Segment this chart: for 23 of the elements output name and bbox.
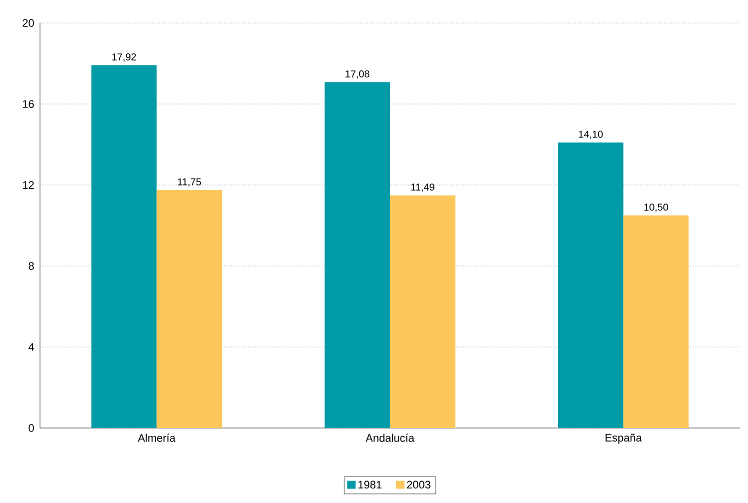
y-tick-label: 16 — [22, 100, 34, 108]
data-label: 11,75 — [178, 178, 202, 187]
y-tick-label: 20 — [22, 19, 34, 27]
y-tick-label: 0 — [28, 424, 34, 432]
y-tick-label: 12 — [22, 181, 34, 189]
x-tick-label: Almería — [138, 434, 176, 442]
bar — [623, 215, 689, 428]
x-tick-label: Andalucía — [366, 434, 414, 442]
data-label: 11,49 — [411, 184, 434, 192]
data-label: 17,08 — [346, 70, 370, 79]
y-tick-label: 8 — [28, 262, 34, 270]
bar — [91, 65, 157, 428]
data-label: 14,10 — [578, 130, 603, 139]
data-label: 17,92 — [112, 53, 136, 62]
bar — [558, 142, 624, 428]
y-tick-label: 4 — [28, 343, 34, 351]
bar — [324, 82, 390, 428]
legend-label: 1981 — [358, 480, 382, 489]
bar — [390, 195, 456, 428]
data-label: 10,50 — [644, 204, 668, 212]
bar — [156, 190, 222, 428]
legend-label: 2003 — [407, 480, 430, 489]
x-tick-label: España — [606, 434, 642, 444]
